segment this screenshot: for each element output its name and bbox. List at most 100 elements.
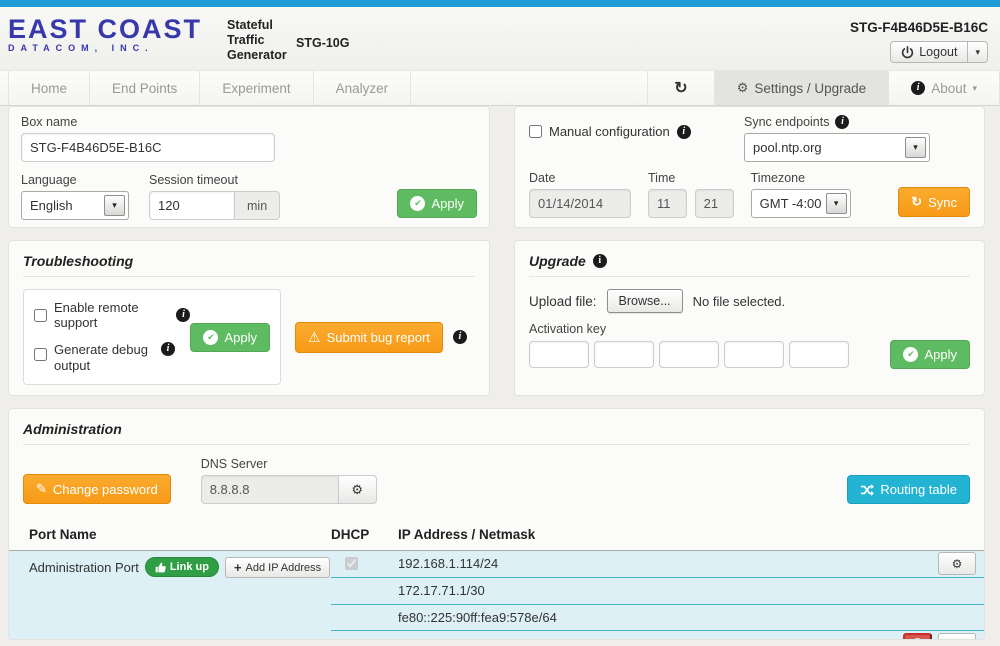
activation-key-input-1[interactable] <box>529 341 589 368</box>
ip-address-row: 172.17.71.1/30 <box>331 578 984 605</box>
logout-button[interactable]: Logout <box>890 41 969 63</box>
generate-debug-output-checkbox[interactable] <box>34 348 47 361</box>
session-timeout-input[interactable] <box>149 191 235 220</box>
activation-key-input-4[interactable] <box>724 341 784 368</box>
link-status-badge[interactable]: Link up <box>144 557 219 577</box>
time-hour-input[interactable] <box>648 189 687 218</box>
ip-address-value: 172.17.71.1/30 <box>398 583 485 599</box>
logout-dropdown-button[interactable]: ▾ <box>968 41 988 63</box>
timezone-select[interactable]: GMT -4:00 ▾ <box>750 189 851 218</box>
model-name: STG-10G <box>296 36 350 50</box>
refresh-button[interactable]: ↻ <box>647 71 715 105</box>
trash-icon <box>912 638 923 639</box>
gear-icon: ⚙ <box>736 80 749 95</box>
tab-home[interactable]: Home <box>8 71 91 105</box>
dhcp-checkbox[interactable] <box>345 557 358 571</box>
logout-split-button: Logout ▾ <box>890 41 988 63</box>
device-id: STG-F4B46D5E-B16C <box>849 20 988 35</box>
sync-icon: ↻ <box>911 194 923 209</box>
administration-title: Administration <box>23 421 122 437</box>
column-ip-netmask: IP Address / Netmask <box>398 527 536 542</box>
app-header: EAST COAST DATACOM, INC. Stateful Traffi… <box>0 7 1000 70</box>
sync-endpoints-select[interactable]: pool.ntp.org ▾ <box>744 133 930 162</box>
table-row: Administration Port Link up + Add IP Add… <box>9 551 984 639</box>
logout-label: Logout <box>919 45 958 59</box>
manual-configuration-checkbox[interactable] <box>529 125 542 138</box>
session-timeout-label: Session timeout <box>149 173 238 187</box>
routing-table-button[interactable]: Routing table <box>847 475 970 504</box>
ip-address-row: 192.168.50.1/24 ⚙ <box>331 631 984 639</box>
section-divider <box>529 276 970 277</box>
add-ip-address-button[interactable]: + Add IP Address <box>224 557 331 578</box>
box-name-input[interactable] <box>21 133 275 162</box>
port-table-header: Port Name DHCP IP Address / Netmask <box>9 518 984 551</box>
submit-bug-report-button[interactable]: ⚠ Submit bug report <box>295 321 443 353</box>
dns-server-input[interactable] <box>200 475 339 504</box>
language-select[interactable]: English ▾ <box>21 191 129 220</box>
warning-icon: ⚠ <box>308 328 321 345</box>
gear-icon: ⚙ <box>351 481 364 497</box>
manual-configuration-row: Manual configuration i <box>529 124 691 139</box>
edit-icon: ✎ <box>36 481 47 496</box>
tab-settings-upgrade[interactable]: ⚙ Settings / Upgrade <box>714 71 890 105</box>
dns-settings-button[interactable]: ⚙ <box>338 475 377 504</box>
activation-key-input-3[interactable] <box>659 341 719 368</box>
ip-address-value: fe80::225:90ff:fea9:578e/64 <box>398 609 557 625</box>
sync-button[interactable]: ↻ Sync <box>898 187 970 217</box>
activation-key-input-5[interactable] <box>789 341 849 368</box>
section-divider <box>23 276 475 277</box>
gear-icon: ⚙ <box>951 556 963 571</box>
administration-panel: Administration ✎ Change password DNS Ser… <box>8 408 985 640</box>
activation-key-input-2[interactable] <box>594 341 654 368</box>
change-password-button[interactable]: ✎ Change password <box>23 474 171 504</box>
ip-address-row: fe80::225:90ff:fea9:578e/64 <box>331 605 984 632</box>
upload-file-label: Upload file: <box>529 293 597 309</box>
dns-server-label: DNS Server <box>200 457 268 471</box>
time-minute-input[interactable] <box>694 189 734 218</box>
gear-icon: ⚙ <box>952 637 963 639</box>
time-sync-panel: Manual configuration i Sync endpoints i … <box>514 106 985 228</box>
logo-subtitle: DATACOM, INC. <box>8 43 154 53</box>
info-icon[interactable]: i <box>176 308 191 322</box>
section-divider <box>23 444 970 445</box>
company-logo: EAST COAST DATACOM, INC. <box>8 16 202 54</box>
info-icon[interactable]: i <box>835 115 850 129</box>
activation-key-label: Activation key <box>529 322 607 336</box>
check-icon: ✔ <box>903 347 919 362</box>
browse-button[interactable]: Browse... <box>606 289 683 313</box>
check-icon: ✔ <box>410 196 426 211</box>
product-name: Stateful Traffic Generator <box>227 18 287 62</box>
tab-end-points[interactable]: End Points <box>90 71 201 105</box>
ip-settings-button[interactable]: ⚙ <box>938 632 976 639</box>
enable-remote-support-checkbox[interactable] <box>34 308 47 322</box>
troubleshooting-apply-button[interactable]: ✔ Apply <box>190 322 270 352</box>
delete-ip-button[interactable] <box>903 632 932 639</box>
column-port-name: Port Name <box>29 527 97 542</box>
ip-address-value: 192.168.1.114/24 <box>398 556 499 572</box>
date-label: Date <box>529 171 556 185</box>
language-label: Language <box>21 173 77 187</box>
info-icon[interactable]: i <box>452 330 467 344</box>
upgrade-apply-button[interactable]: ✔ Apply <box>890 340 970 369</box>
info-icon[interactable]: i <box>161 342 175 356</box>
ip-settings-button[interactable]: ⚙ <box>938 552 976 576</box>
date-input[interactable] <box>529 189 631 218</box>
troubleshooting-panel: Troubleshooting Enable remote support i … <box>8 240 490 396</box>
tab-analyzer[interactable]: Analyzer <box>314 71 412 105</box>
check-icon: ✔ <box>203 329 219 345</box>
refresh-icon: ↻ <box>674 80 688 97</box>
info-icon[interactable]: i <box>676 124 691 139</box>
port-name: Administration Port <box>29 560 139 575</box>
main-navbar: Home End Points Experiment Analyzer ↻ ⚙ … <box>0 70 1000 106</box>
info-icon[interactable]: i <box>592 254 607 268</box>
general-apply-button[interactable]: ✔ Apply <box>397 189 477 218</box>
ip-address-value: 192.168.50.1/24 <box>398 637 492 639</box>
thumbs-up-icon <box>155 562 166 573</box>
tab-experiment[interactable]: Experiment <box>200 71 314 105</box>
column-dhcp: DHCP <box>331 527 370 542</box>
ip-address-list: 192.168.1.114/24 ⚙ 172.17.71.1/30 fe80::… <box>331 551 984 639</box>
plus-icon: + <box>233 560 242 575</box>
enable-remote-support-row: Enable remote support i <box>34 300 191 330</box>
tab-about[interactable]: i About ▾ <box>889 71 1000 105</box>
